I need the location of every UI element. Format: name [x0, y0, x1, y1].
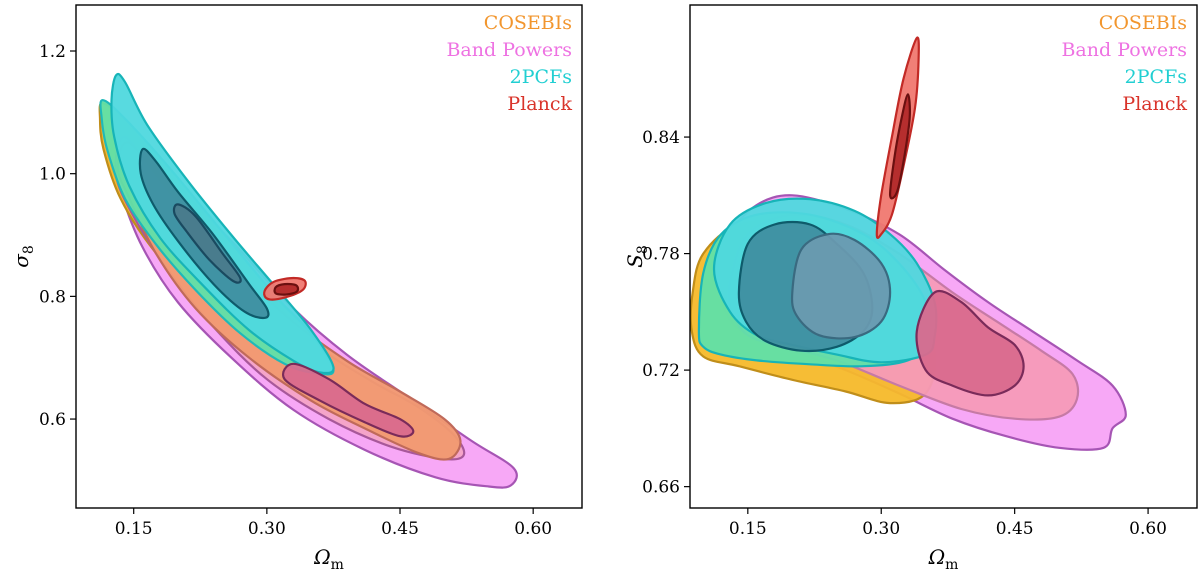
- contour-planck-9: [888, 93, 911, 200]
- contour-band-powers-6: [282, 362, 415, 438]
- x-tick-label: 0.60: [514, 519, 552, 539]
- legend-entry: 2PCFs: [510, 66, 572, 88]
- legend-entry: Planck: [1122, 93, 1187, 115]
- y-tick-label: 0.6: [39, 410, 66, 430]
- x-tick-label: 0.45: [996, 519, 1034, 539]
- contour-planck-10: [273, 282, 300, 296]
- y-tick-label: 0.78: [642, 245, 680, 265]
- legend-entry: COSEBIs: [484, 12, 572, 34]
- y-tick-label: 0.84: [642, 128, 680, 148]
- legend-entry: COSEBIs: [1099, 12, 1187, 34]
- axes-frame: [689, 4, 1198, 509]
- y-tick-label: 0.72: [642, 361, 680, 381]
- panel-right: 0.15 0.30 0.45 0.60 0.66 0.72 0.78 0.84 Ωm S8 COSE…: [623, 4, 1198, 572]
- x-tick-label: 0.45: [381, 519, 419, 539]
- legend-entry: 2PCFs: [1125, 66, 1187, 88]
- y-tick-label: 0.8: [39, 287, 66, 307]
- legend: COSEBIs Band Powers 2PCFs Planck: [1061, 12, 1187, 115]
- y-tick-label: 1.2: [39, 42, 66, 62]
- legend-entry: Planck: [507, 93, 572, 115]
- contour-cosebis-8: [172, 203, 242, 284]
- x-tick-label: 0.60: [1129, 519, 1167, 539]
- contour-band-powers-5: [915, 289, 1025, 397]
- legend-entry: Band Powers: [1061, 39, 1187, 61]
- panel-left: 0.15 0.30 0.45 0.60 0.6 0.8 1.0 1.2 Ωm σ8 COSEBIs B…: [9, 4, 583, 572]
- x-axis-label: Ωm: [313, 545, 344, 572]
- x-tick-label: 0.30: [248, 519, 286, 539]
- y-axis-label: σ8: [9, 245, 37, 268]
- y-tick-label: 1.0: [39, 165, 66, 185]
- contours-left: [98, 72, 518, 489]
- legend-entry: Band Powers: [446, 39, 572, 61]
- y-tick-label: 0.66: [642, 478, 680, 498]
- x-axis-label: Ωm: [928, 545, 959, 572]
- x-tick-label: 0.30: [862, 519, 900, 539]
- contours-right: [690, 36, 1127, 451]
- axes-frame: [75, 4, 583, 509]
- x-tick-label: 0.15: [729, 519, 767, 539]
- contour-cosebis-7: [790, 232, 892, 340]
- legend: COSEBIs Band Powers 2PCFs Planck: [446, 12, 572, 115]
- x-tick-label: 0.15: [115, 519, 153, 539]
- y-axis-label: S8: [623, 245, 651, 268]
